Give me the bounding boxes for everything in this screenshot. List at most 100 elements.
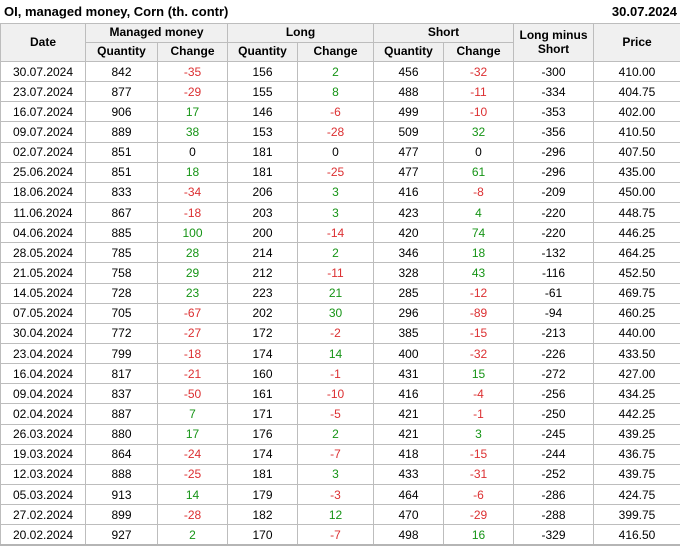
long-minus-short-cell: -296 [513,141,595,163]
short-quantity-cell: 285 [373,282,445,304]
long-minus-short-cell: -132 [513,242,595,264]
short-change-cell: 15 [443,363,515,385]
long-quantity-cell: 223 [227,282,298,304]
short-change-cell: -29 [443,504,515,526]
date-cell: 16.07.2024 [0,101,86,123]
table-row: 28.05.2024 785 28 214 2 346 18 -132 464.25 [0,242,680,264]
short-quantity-cell: 509 [373,121,445,143]
managed-money-change-cell: -35 [157,60,228,83]
table-row: 23.07.2024 877 -29 155 8 488 -11 -334 404.75 [0,81,680,103]
table-row: 27.02.2024 899 -28 182 12 470 -29 -288 399.75 [0,504,680,526]
managed-money-change-cell: -67 [157,302,228,324]
managed-money-quantity-cell: 799 [85,342,158,365]
price-cell: 410.50 [593,121,680,143]
short-change-cell: -32 [443,342,515,365]
managed-money-change-cell: 2 [157,524,228,546]
short-change-cell: -6 [443,483,515,506]
short-change-cell: -11 [443,81,515,103]
table-row: 04.06.2024 885 100 200 -14 420 74 -220 446.25 [0,222,680,244]
table-row: 16.04.2024 817 -21 160 -1 431 15 -272 427.00 [0,363,680,385]
long-quantity-cell: 156 [227,60,298,83]
short-quantity-cell: 385 [373,322,445,344]
long-minus-short-cell: -209 [513,181,595,203]
header-mm-quantity: Quantity [85,42,158,62]
table-row: 07.05.2024 705 -67 202 30 296 -89 -94 460.25 [0,302,680,324]
managed-money-quantity-cell: 785 [85,242,158,264]
long-minus-short-cell: -256 [513,383,595,405]
long-change-cell: -7 [296,524,375,546]
managed-money-change-cell: 7 [157,403,228,425]
long-minus-short-cell: -116 [513,262,595,284]
short-quantity-cell: 400 [373,342,445,365]
price-cell: 407.50 [593,141,680,163]
managed-money-change-cell: 29 [157,262,228,284]
short-quantity-cell: 328 [373,262,445,284]
price-cell: 448.75 [593,201,680,224]
header-long-change: Change [296,42,375,62]
header-group-long: Long [226,23,375,43]
date-cell: 18.06.2024 [0,181,86,203]
long-quantity-cell: 200 [227,222,298,244]
date-cell: 30.07.2024 [0,60,86,83]
short-quantity-cell: 456 [373,60,445,83]
long-quantity-cell: 174 [227,342,298,365]
date-cell: 20.02.2024 [0,524,86,546]
table-row: 14.05.2024 728 23 223 21 285 -12 -61 469.75 [0,282,680,304]
managed-money-change-cell: 0 [157,141,228,163]
long-change-cell: 2 [296,242,375,264]
managed-money-change-cell: 14 [157,483,228,506]
managed-money-change-cell: -18 [157,342,228,365]
long-minus-short-cell: -94 [513,302,595,324]
table-row: 26.03.2024 880 17 176 2 421 3 -245 439.25 [0,423,680,445]
long-quantity-cell: 182 [227,504,298,526]
date-cell: 12.03.2024 [0,463,86,485]
short-change-cell: -31 [443,463,515,485]
price-cell: 464.25 [593,242,680,264]
managed-money-quantity-cell: 833 [85,181,158,203]
long-change-cell: -2 [296,322,375,344]
managed-money-change-cell: -28 [157,504,228,526]
long-minus-short-cell: -296 [513,161,595,183]
long-quantity-cell: 170 [227,524,298,546]
long-change-cell: -11 [296,262,375,284]
long-quantity-cell: 146 [227,101,298,123]
date-cell: 11.06.2024 [0,201,86,224]
managed-money-quantity-cell: 889 [85,121,158,143]
short-change-cell: -15 [443,322,515,344]
managed-money-change-cell: -34 [157,181,228,203]
managed-money-quantity-cell: 705 [85,302,158,324]
managed-money-quantity-cell: 837 [85,383,158,405]
short-change-cell: 18 [443,242,515,264]
date-cell: 27.02.2024 [0,504,86,526]
managed-money-quantity-cell: 885 [85,222,158,244]
price-cell: 446.25 [593,222,680,244]
report-date: 30.07.2024 [611,4,677,19]
long-minus-short-cell: -220 [513,222,595,244]
price-cell: 427.00 [593,363,680,385]
header-group-managed-money: Managed money [85,23,228,43]
table-row: 30.07.2024 842 -35 156 2 456 -32 -300 410.00 [0,60,680,83]
header-long-quantity: Quantity [227,42,298,62]
long-minus-short-cell: -272 [513,363,595,385]
managed-money-quantity-cell: 899 [85,504,158,526]
date-cell: 02.04.2024 [0,403,86,425]
managed-money-quantity-cell: 867 [85,201,158,224]
managed-money-change-cell: -27 [157,322,228,344]
long-minus-short-cell: -334 [513,81,595,103]
table-row: 02.07.2024 851 0 181 0 477 0 -296 407.50 [0,141,680,163]
managed-money-quantity-cell: 817 [85,363,158,385]
price-cell: 469.75 [593,282,680,304]
long-minus-short-cell: -226 [513,342,595,365]
managed-money-change-cell: 18 [157,161,228,183]
managed-money-change-cell: 23 [157,282,228,304]
date-cell: 14.05.2024 [0,282,86,304]
table-row: 18.06.2024 833 -34 206 3 416 -8 -209 450.00 [0,181,680,203]
managed-money-quantity-cell: 913 [85,483,158,506]
date-cell: 09.04.2024 [0,383,86,405]
short-quantity-cell: 431 [373,363,445,385]
table-row: 12.03.2024 888 -25 181 3 433 -31 -252 439.75 [0,463,680,485]
managed-money-quantity-cell: 887 [85,403,158,425]
managed-money-change-cell: 38 [157,121,228,143]
long-quantity-cell: 172 [227,322,298,344]
managed-money-change-cell: 17 [157,423,228,445]
